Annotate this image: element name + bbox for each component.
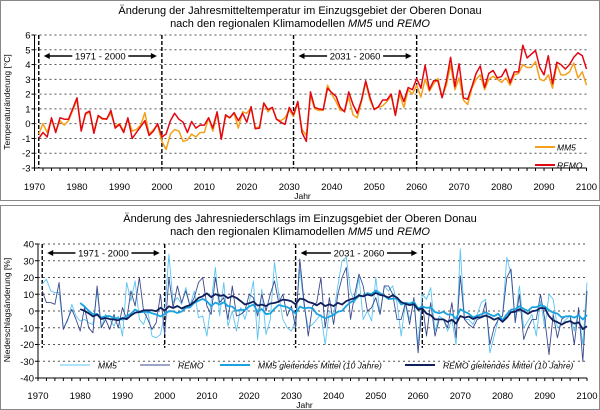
title-and: und [372, 18, 396, 30]
y-tick-label: 0 [29, 307, 34, 318]
y-tick-label: -10 [20, 323, 34, 334]
x-tick-label: 2070 [450, 391, 471, 402]
y-tick-label: 30 [23, 256, 34, 267]
legend-label: MM5 gleitendes Mittel (10 Jahre) [258, 361, 382, 371]
x-tick-label: 2010 [194, 182, 215, 193]
title-model1: MM5 [348, 226, 373, 238]
x-tick-label: 2020 [239, 391, 260, 402]
chart-title-line1: Änderung der Jahresmitteltemperatur im E… [118, 5, 481, 17]
y-tick-label: 1 [25, 104, 30, 115]
y-tick-label: -3 [22, 164, 30, 175]
chart-title-line2: nach den regionalen Klimamodellen MM5 un… [170, 18, 430, 30]
x-tick-label: 2060 [406, 182, 427, 193]
precipitation-chart: Änderung des Jahresniederschlags im Einz… [2, 213, 598, 410]
series-line-mm5-gleitendes-mittel-10-jahre [79, 289, 588, 322]
arrow-left-icon [300, 250, 307, 256]
x-tick-label: 2000 [151, 182, 172, 193]
y-tick-label: 5 [25, 45, 30, 56]
title-and: und [372, 226, 396, 238]
arrow-left-icon [298, 53, 305, 59]
legend-label: REMO gleitendes Mittel (10 Jahre) [443, 361, 574, 371]
y-tick-label: 10 [23, 290, 34, 301]
chart-title-line1: Änderung des Jahresniederschlags im Einz… [123, 213, 476, 225]
x-tick-label: 2080 [491, 182, 512, 193]
period-label: 1971 - 2000 [75, 52, 126, 63]
x-tick-label: 2100 [576, 182, 597, 193]
x-tick-label: 2070 [449, 182, 470, 193]
y-axis-title: Niederschlagsänderung [%] [2, 258, 12, 362]
y-tick-label: -1 [22, 134, 30, 145]
x-tick-label: 2030 [281, 391, 302, 402]
x-tick-label: 2010 [196, 391, 217, 402]
arrow-right-icon [405, 53, 412, 59]
title-model2: REMO [397, 18, 430, 30]
period-label: 1971 - 2000 [78, 249, 129, 260]
x-tick-label: 1990 [109, 182, 130, 193]
arrow-left-icon [43, 53, 50, 59]
title-prefix: nach den regionalen Klimamodellen [170, 226, 348, 238]
temperature-panel-border [0, 0, 600, 201]
arrow-right-icon [411, 250, 418, 256]
x-tick-label: 2060 [408, 391, 429, 402]
y-tick-label: -2 [22, 149, 30, 160]
y-axis-title: Temperaturänderung [°C] [2, 54, 12, 150]
arrow-right-icon [153, 250, 160, 256]
y-tick-label: -40 [20, 374, 34, 385]
y-tick-label: 6 [25, 31, 30, 42]
y-tick-label: 2 [25, 90, 30, 101]
x-tick-label: 2090 [533, 182, 554, 193]
period-label: 2031 - 2060 [334, 249, 385, 260]
x-tick-label: 1970 [27, 391, 48, 402]
y-tick-label: 3 [25, 75, 30, 86]
x-axis-title: Jahr [296, 400, 313, 410]
x-tick-label: 2020 [236, 182, 257, 193]
series-line-remo-gleitendes-mittel-10-jahre [79, 292, 588, 330]
chart-title-line2: nach den regionalen Klimamodellen MM5 un… [170, 226, 430, 238]
x-axis-title: Jahr [294, 191, 311, 201]
x-tick-label: 2050 [364, 182, 385, 193]
legend-label: REMO [557, 161, 583, 171]
x-tick-label: 2050 [365, 391, 386, 402]
y-tick-label: 40 [23, 240, 34, 251]
y-tick-label: 4 [25, 60, 30, 71]
x-tick-label: 1980 [66, 182, 87, 193]
arrow-right-icon [150, 53, 157, 59]
title-model1: MM5 [348, 18, 373, 30]
legend-label: MM5 [98, 361, 117, 371]
x-tick-label: 2080 [492, 391, 513, 402]
y-tick-label: 20 [23, 273, 34, 284]
y-tick-label: 0 [25, 119, 30, 130]
temperature-chart: Änderung der Jahresmitteltemperatur im E… [2, 5, 597, 201]
x-tick-label: 2090 [534, 391, 555, 402]
legend-label: MM5 [557, 143, 576, 153]
title-prefix: nach den regionalen Klimamodellen [170, 18, 348, 30]
x-tick-label: 2030 [279, 182, 300, 193]
y-tick-label: -30 [20, 357, 34, 368]
legend-label: REMO [178, 361, 204, 371]
series-line-mm5 [41, 248, 588, 354]
x-tick-label: 2040 [321, 182, 342, 193]
y-tick-label: -20 [20, 340, 34, 351]
title-model2: REMO [397, 226, 430, 238]
x-tick-label: 2000 [154, 391, 175, 402]
x-tick-label: 1970 [24, 182, 45, 193]
x-tick-label: 1980 [70, 391, 91, 402]
series-line-remo [38, 44, 588, 143]
x-tick-label: 1990 [112, 391, 133, 402]
x-tick-label: 2100 [576, 391, 597, 402]
arrow-left-icon [47, 250, 54, 256]
period-label: 2031 - 2060 [330, 52, 381, 63]
x-tick-label: 2040 [323, 391, 344, 402]
